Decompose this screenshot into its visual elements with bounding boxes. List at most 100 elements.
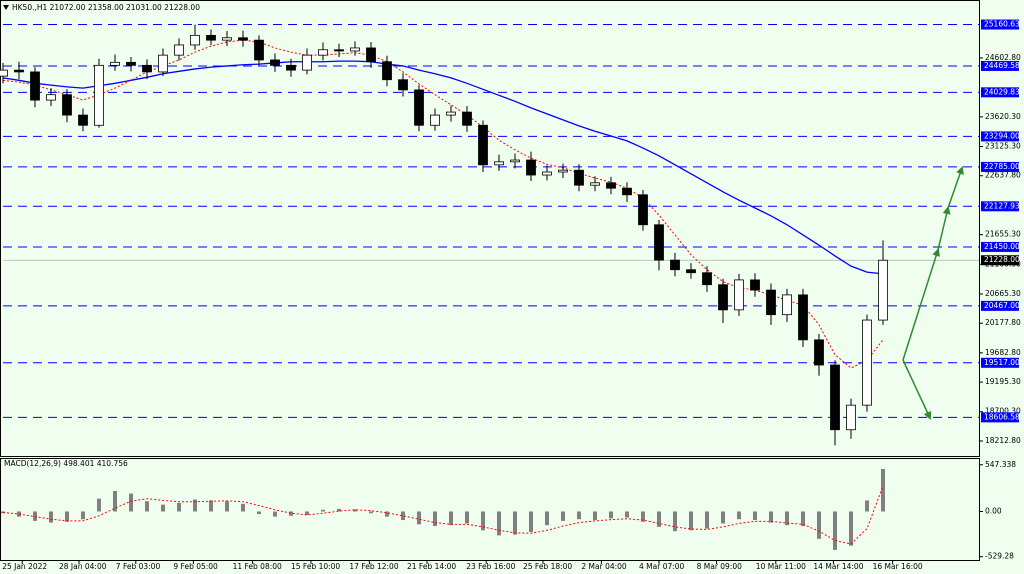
level-label: 22785.00 (984, 162, 1020, 171)
candle-body (558, 169, 568, 173)
candle-body (414, 89, 424, 126)
histogram-bar (801, 511, 805, 527)
level-label: 20467.00 (984, 301, 1020, 310)
histogram-bar (833, 511, 837, 550)
candle-body (510, 159, 520, 163)
candle-body (814, 339, 824, 366)
histogram-bar (225, 501, 229, 512)
histogram-bar (545, 511, 549, 526)
level-label: 23294.00 (984, 131, 1020, 140)
x-tick-label: 21 Feb 14:00 (407, 562, 456, 571)
candle-body (430, 114, 440, 126)
arrow (902, 359, 932, 420)
level-label: 22127.93 (984, 201, 1020, 210)
macd-pane (0, 458, 980, 561)
candle-body (702, 272, 712, 286)
y-tick-label: 20665.30 (985, 289, 1021, 298)
level-label: 21450.00 (984, 242, 1020, 251)
candle-body (222, 37, 232, 41)
candle-body (382, 61, 392, 81)
histogram-bar (161, 504, 165, 512)
x-tick-label: 23 Feb 16:00 (466, 562, 515, 571)
histogram-bar (881, 468, 885, 512)
candle-body (14, 69, 24, 73)
candle-body (46, 94, 56, 101)
y-tick-label: -529.28 (985, 552, 1014, 561)
candle-body (334, 49, 344, 52)
histogram-bar (337, 508, 341, 512)
level-label-box (981, 241, 1019, 252)
candle-body (62, 94, 72, 116)
histogram-bar (705, 511, 709, 529)
candle-body (318, 49, 328, 56)
plot-layer: 24602.80 23620.30 23125.30 22637.80 21655.30… (0, 19, 1021, 571)
x-tick-label: 14 Mar 14:00 (813, 562, 863, 571)
candle-body (302, 54, 312, 71)
histogram-bar (849, 511, 853, 546)
candle-body (734, 279, 744, 311)
level-label-box (981, 357, 1019, 368)
histogram-bar (417, 511, 421, 525)
x-tick-label: 4 Mar 07:00 (639, 562, 685, 571)
candle-body (110, 61, 120, 66)
candle-body (622, 187, 632, 196)
level-label: 19517.00 (984, 358, 1020, 367)
level-label-box (981, 19, 1019, 30)
price-pane (0, 0, 980, 457)
histogram-bar (113, 491, 117, 512)
candle-body (270, 59, 280, 66)
histogram-bar (657, 511, 661, 527)
candle-body (398, 79, 408, 91)
y-tick-label: 24602.80 (985, 53, 1021, 62)
candle-body (798, 294, 808, 341)
histogram-bar (689, 511, 693, 531)
candle-body (670, 259, 680, 271)
candle-body (526, 159, 536, 176)
arrow (947, 166, 964, 209)
histogram-bar (641, 511, 645, 522)
level-label-box (981, 60, 1019, 71)
x-tick-label: 8 Mar 09:00 (697, 562, 743, 571)
level-label-box (981, 300, 1019, 311)
candle-body (766, 289, 776, 316)
candle-body (366, 47, 376, 63)
histogram-bar (497, 511, 501, 536)
level-label: 18606.58 (984, 412, 1020, 421)
histogram-bar (145, 501, 149, 512)
histogram-bar (753, 511, 757, 521)
histogram-bar (49, 511, 53, 523)
x-tick-label: 28 Jan 04:00 (59, 562, 107, 571)
histogram-bar (561, 511, 565, 521)
candle-body (606, 182, 616, 189)
candle-body (750, 279, 760, 291)
y-tick-label: 18700.30 (985, 407, 1021, 416)
candle-body (654, 224, 664, 261)
histogram-bar (209, 500, 213, 512)
histogram-bar (449, 511, 453, 526)
histogram-bar (129, 493, 133, 512)
y-tick-label: 21655.30 (985, 230, 1021, 239)
candle-body (238, 37, 248, 41)
x-tick-label: 25 Jan 2022 (2, 562, 47, 571)
histogram-bar (97, 498, 101, 512)
histogram-bar (737, 511, 741, 520)
histogram-bar (241, 503, 245, 512)
histogram-bar (353, 509, 357, 512)
y-tick-label: 20177.80 (985, 318, 1021, 327)
histogram-bar (577, 511, 581, 520)
macd-title: MACD(12,26,9) 498.401 410.756 (4, 459, 128, 468)
candle-body (174, 44, 184, 56)
candle-body (830, 364, 840, 431)
x-tick-label: 2 Mar 04:00 (581, 562, 627, 571)
histogram-bar (273, 511, 277, 517)
candle-body (446, 111, 456, 116)
arrow (937, 206, 951, 251)
arrow (902, 248, 940, 361)
candle-body (286, 64, 296, 71)
level-label-box (981, 201, 1019, 212)
y-tick-label: 547.338 (985, 460, 1016, 469)
signal-line (2, 485, 884, 545)
